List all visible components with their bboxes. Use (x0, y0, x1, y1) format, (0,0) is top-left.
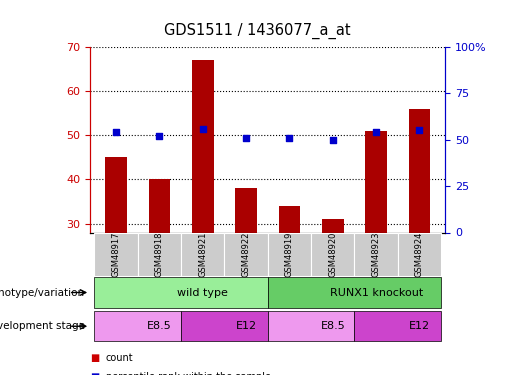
Bar (268, 311, 354, 341)
Bar (105, 158, 127, 232)
Bar (149, 180, 170, 232)
Text: GSM48921: GSM48921 (198, 231, 208, 277)
Text: GSM48918: GSM48918 (155, 231, 164, 277)
Text: development stage: development stage (0, 321, 85, 331)
Text: E8.5: E8.5 (320, 321, 345, 331)
Point (156, 133, 164, 139)
Point (242, 135, 250, 141)
Text: GDS1511 / 1436077_a_at: GDS1511 / 1436077_a_at (164, 23, 351, 39)
Point (329, 137, 337, 143)
Text: E12: E12 (235, 321, 256, 331)
Bar (279, 206, 300, 232)
Text: RUNX1 knockout: RUNX1 knockout (330, 288, 423, 297)
Bar (138, 232, 181, 276)
Bar (94, 278, 268, 308)
Point (112, 129, 120, 135)
Bar (354, 232, 398, 276)
Bar (311, 232, 354, 276)
Bar (322, 219, 344, 232)
Bar (192, 60, 214, 232)
Bar (408, 109, 431, 232)
Bar (398, 232, 441, 276)
Text: GSM48920: GSM48920 (328, 231, 337, 277)
Text: genotype/variation: genotype/variation (0, 288, 85, 297)
Text: GSM48924: GSM48924 (415, 231, 424, 277)
Bar (94, 232, 138, 276)
Bar (181, 232, 225, 276)
Text: GSM48922: GSM48922 (242, 231, 251, 277)
Text: ■: ■ (90, 353, 99, 363)
Bar (225, 232, 268, 276)
Text: GSM48923: GSM48923 (372, 231, 381, 277)
Text: GSM48919: GSM48919 (285, 231, 294, 277)
Bar (181, 311, 268, 341)
Text: E12: E12 (409, 321, 430, 331)
Point (199, 126, 207, 132)
Point (285, 135, 294, 141)
Text: ■: ■ (90, 372, 99, 375)
Bar (268, 232, 311, 276)
Text: E8.5: E8.5 (147, 321, 172, 331)
Bar (235, 188, 257, 232)
Bar (354, 311, 441, 341)
Text: wild type: wild type (177, 288, 228, 297)
Bar (268, 278, 441, 308)
Bar (94, 311, 181, 341)
Bar (365, 131, 387, 232)
Text: count: count (106, 353, 133, 363)
Point (372, 129, 380, 135)
Point (416, 128, 424, 134)
Text: GSM48917: GSM48917 (112, 231, 121, 277)
Text: percentile rank within the sample: percentile rank within the sample (106, 372, 270, 375)
